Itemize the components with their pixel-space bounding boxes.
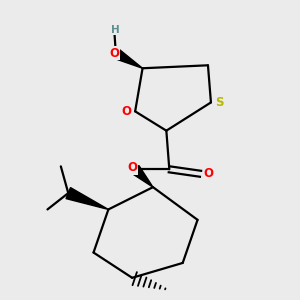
Polygon shape [66,188,108,209]
Text: O: O [204,167,214,180]
Text: O: O [128,161,138,174]
Text: S: S [216,96,224,109]
Text: O: O [109,47,119,60]
Polygon shape [113,49,142,68]
Text: H: H [111,25,120,34]
Polygon shape [131,166,153,187]
Text: O: O [121,105,131,118]
